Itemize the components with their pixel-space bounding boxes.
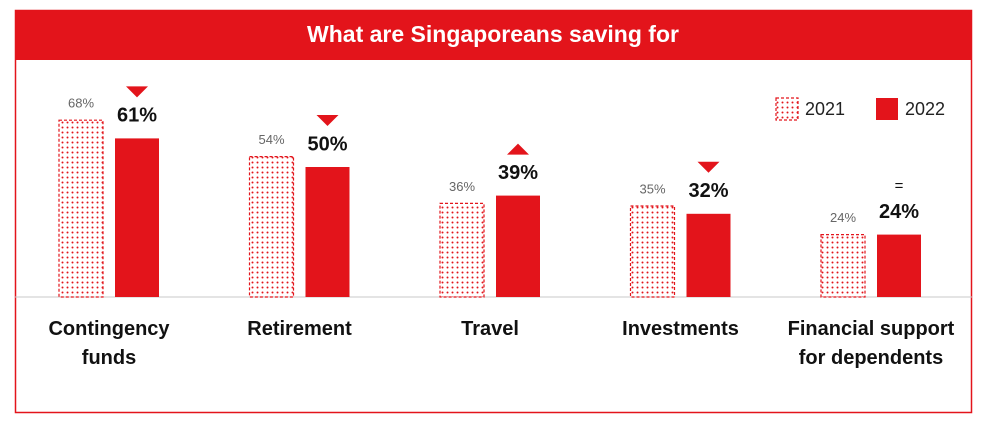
legend-label: 2022 xyxy=(905,99,945,119)
x-tick-label: Contingency funds xyxy=(48,318,170,369)
value-label: 61% xyxy=(117,105,157,127)
change-arrow xyxy=(126,86,148,98)
bar xyxy=(629,205,676,298)
bar xyxy=(58,119,104,298)
value-label: 32% xyxy=(688,180,728,202)
bar xyxy=(496,195,540,297)
value-label: 35% xyxy=(639,181,665,196)
change-arrow xyxy=(697,161,720,173)
value-label: 68% xyxy=(68,96,94,111)
value-label: 24% xyxy=(830,210,856,225)
x-tick-label: Financial support for dependents xyxy=(787,318,955,369)
bar xyxy=(877,234,921,297)
bar xyxy=(820,234,866,298)
title-bar xyxy=(15,10,972,60)
change-label: = xyxy=(895,178,904,195)
value-label: 24% xyxy=(879,201,919,223)
bar xyxy=(686,213,731,297)
legend-label: 2021 xyxy=(805,99,845,119)
value-label: 54% xyxy=(258,132,284,147)
change-arrow xyxy=(316,115,339,126)
change-arrow xyxy=(507,143,529,155)
bar xyxy=(248,156,295,298)
chart-title: What are Singaporeans saving for xyxy=(307,21,679,47)
bar xyxy=(115,138,159,297)
bar xyxy=(439,202,485,298)
legend-swatch xyxy=(775,97,799,121)
value-label: 50% xyxy=(307,133,347,155)
bar xyxy=(305,167,350,297)
x-tick-label: Retirement xyxy=(247,318,352,340)
x-tick-label: Investments xyxy=(622,318,739,340)
legend-swatch xyxy=(876,98,898,120)
value-label: 36% xyxy=(449,179,475,194)
x-tick-label: Travel xyxy=(461,318,519,340)
value-label: 39% xyxy=(498,162,538,184)
